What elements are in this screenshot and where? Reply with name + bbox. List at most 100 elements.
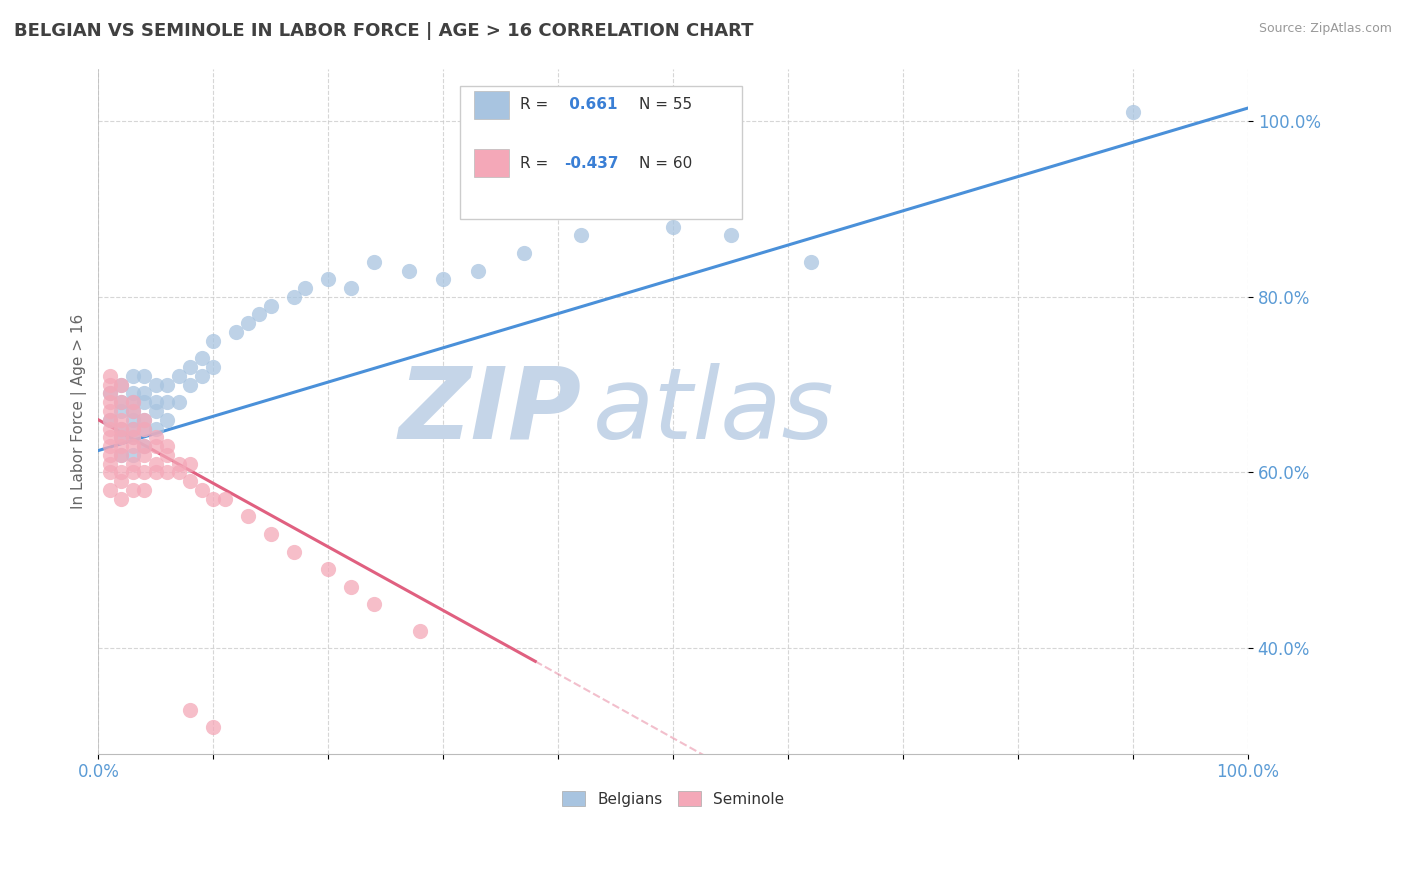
Point <box>134 395 156 409</box>
Point <box>121 413 143 427</box>
Text: BELGIAN VS SEMINOLE IN LABOR FORCE | AGE > 16 CORRELATION CHART: BELGIAN VS SEMINOLE IN LABOR FORCE | AGE… <box>14 22 754 40</box>
Point <box>145 439 167 453</box>
Point <box>179 377 201 392</box>
Point <box>1122 105 1144 120</box>
Point <box>363 254 385 268</box>
Point <box>662 219 685 234</box>
Point <box>121 395 143 409</box>
Text: -0.437: -0.437 <box>564 155 619 170</box>
Point <box>432 272 454 286</box>
Y-axis label: In Labor Force | Age > 16: In Labor Force | Age > 16 <box>72 313 87 508</box>
Point <box>110 491 132 506</box>
Point <box>294 281 316 295</box>
Point <box>156 466 179 480</box>
Text: R =: R = <box>520 97 554 112</box>
Point <box>134 413 156 427</box>
Point <box>283 290 305 304</box>
Point <box>191 483 214 497</box>
Text: R =: R = <box>520 155 554 170</box>
Point <box>145 404 167 418</box>
Point <box>398 263 420 277</box>
Point <box>121 404 143 418</box>
Point <box>110 448 132 462</box>
FancyBboxPatch shape <box>461 86 742 219</box>
Point <box>179 703 201 717</box>
Point <box>340 281 363 295</box>
Point <box>134 421 156 435</box>
Point <box>260 527 283 541</box>
Point <box>121 395 143 409</box>
Point <box>156 395 179 409</box>
Point <box>202 360 225 375</box>
Point <box>121 466 143 480</box>
Point <box>225 325 247 339</box>
Point <box>134 421 156 435</box>
Point <box>236 509 259 524</box>
Point <box>191 368 214 383</box>
Point <box>121 457 143 471</box>
Point <box>98 413 121 427</box>
Point <box>121 421 143 435</box>
Point <box>156 448 179 462</box>
Point <box>569 228 592 243</box>
Point <box>98 404 121 418</box>
Point <box>247 307 270 321</box>
Point <box>179 457 201 471</box>
Point <box>98 413 121 427</box>
Point <box>156 413 179 427</box>
Point <box>316 272 339 286</box>
Point <box>121 439 143 453</box>
Text: N = 55: N = 55 <box>638 97 692 112</box>
Point <box>340 580 363 594</box>
Point <box>145 457 167 471</box>
Point <box>121 430 143 444</box>
Point <box>98 377 121 392</box>
Point <box>156 439 179 453</box>
Point <box>98 395 121 409</box>
Point <box>179 475 201 489</box>
Point <box>110 377 132 392</box>
Point <box>145 421 167 435</box>
Point <box>134 448 156 462</box>
Point <box>260 299 283 313</box>
Point <box>110 421 132 435</box>
Point <box>283 544 305 558</box>
Point <box>167 457 190 471</box>
Point <box>409 624 432 638</box>
Point <box>145 377 167 392</box>
Point <box>110 439 132 453</box>
Point <box>167 466 190 480</box>
Point <box>512 246 534 260</box>
Text: Source: ZipAtlas.com: Source: ZipAtlas.com <box>1258 22 1392 36</box>
Point <box>121 430 143 444</box>
Point <box>145 466 167 480</box>
Point <box>98 430 121 444</box>
Point <box>720 228 742 243</box>
Point <box>121 404 143 418</box>
Point <box>110 448 132 462</box>
Point <box>202 334 225 348</box>
Point <box>191 351 214 366</box>
Point <box>202 491 225 506</box>
Point <box>110 475 132 489</box>
Point <box>467 263 489 277</box>
Point <box>156 377 179 392</box>
Point <box>110 421 132 435</box>
Point <box>110 395 132 409</box>
Point <box>179 360 201 375</box>
Point <box>98 386 121 401</box>
Point <box>121 368 143 383</box>
Point <box>98 448 121 462</box>
Point <box>145 430 167 444</box>
Point <box>121 448 143 462</box>
Text: atlas: atlas <box>593 362 834 459</box>
Point <box>363 597 385 611</box>
Point <box>98 368 121 383</box>
Point <box>98 439 121 453</box>
FancyBboxPatch shape <box>474 149 509 177</box>
Point <box>134 413 156 427</box>
Point <box>121 421 143 435</box>
Text: 0.661: 0.661 <box>564 97 617 112</box>
Text: N = 60: N = 60 <box>638 155 692 170</box>
Point <box>134 483 156 497</box>
